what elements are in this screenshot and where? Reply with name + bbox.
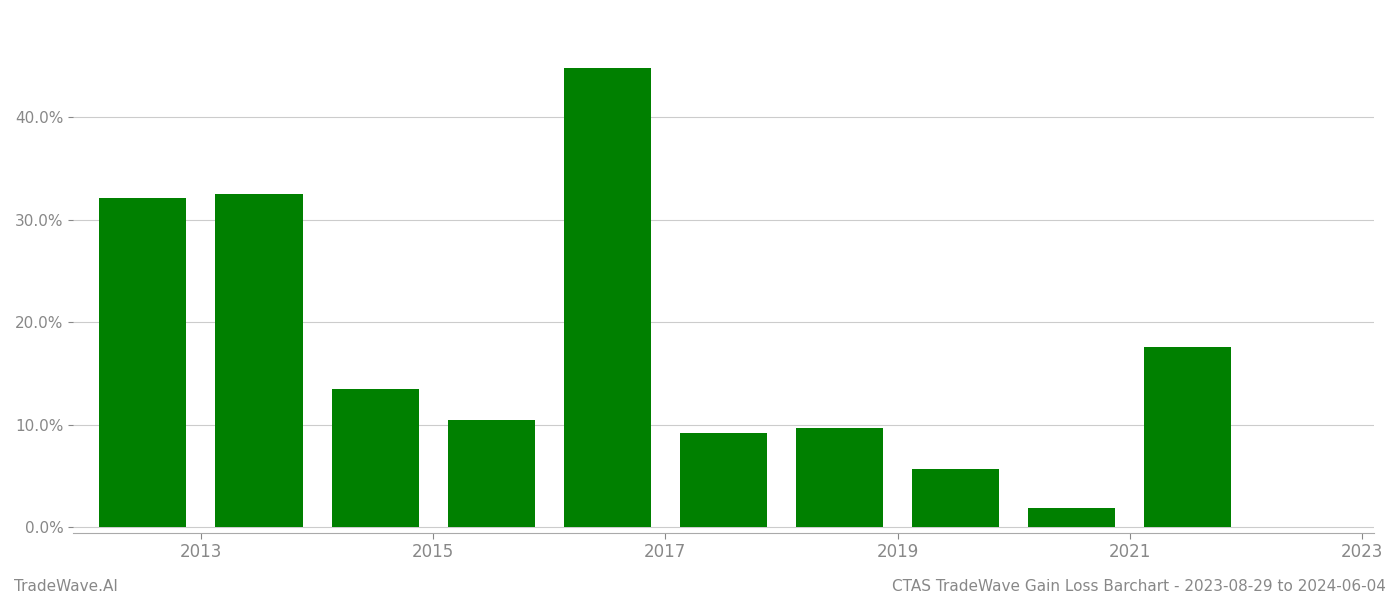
Text: CTAS TradeWave Gain Loss Barchart - 2023-08-29 to 2024-06-04: CTAS TradeWave Gain Loss Barchart - 2023… — [892, 579, 1386, 594]
Bar — [680, 433, 767, 527]
Bar — [216, 194, 302, 527]
Bar — [448, 420, 535, 527]
Bar — [1028, 508, 1116, 527]
Bar — [332, 389, 419, 527]
Bar — [1144, 347, 1231, 527]
Text: TradeWave.AI: TradeWave.AI — [14, 579, 118, 594]
Bar — [911, 469, 1000, 527]
Bar — [99, 199, 186, 527]
Bar — [564, 68, 651, 527]
Bar — [797, 428, 883, 527]
